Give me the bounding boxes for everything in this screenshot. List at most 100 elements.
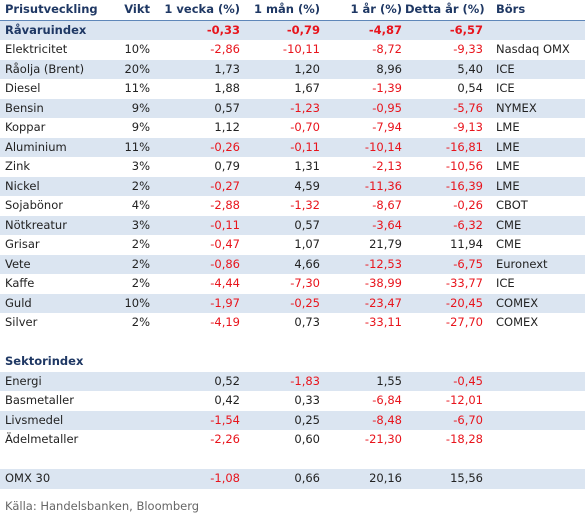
row-week: -0,47 [210,237,240,251]
row-ytd: -5,76 [453,100,483,115]
sector-row: Ädelmetaller -2,26 0,60 -21,30 -18,28 [0,430,585,450]
row-week: -2,26 [210,432,240,446]
row-month: 1,67 [294,81,320,95]
row-year: -38,99 [364,276,402,290]
row-weight: 11% [124,139,150,154]
row-weight: 2% [131,315,150,329]
row-weight: 3% [131,217,150,232]
source-note: Källa: Handelsbanken, Bloomberg [5,499,200,513]
row-name: Guld [5,295,32,310]
commodity-index-row: Råvaruindex -0,33 -0,79 -4,87 -6,57 [0,20,585,40]
row-month: 0,25 [294,412,320,427]
row-month: -0,79 [286,22,320,37]
row-week: 1,12 [214,120,240,134]
row-ytd: -12,01 [445,393,483,407]
row-month: 0,57 [294,217,320,232]
row-year: -10,14 [364,139,402,154]
row-ytd: -10,56 [445,159,483,173]
row-year: 8,96 [376,61,402,76]
row-month: 0,73 [294,315,320,329]
commodity-row: Nickel 2% -0,27 4,59 -11,36 -16,39 LME [0,176,585,196]
row-ytd: -9,33 [453,42,483,56]
row-year: -4,87 [368,22,402,37]
sector-row: Energi 0,52 -1,83 1,55 -0,45 [0,371,585,391]
row-year: -33,11 [364,315,402,329]
sector-row: Livsmedel -1,54 0,25 -8,48 -6,70 [0,410,585,430]
row-year: -3,64 [372,217,402,232]
table-header: Prisutveckling Vikt 1 vecka (%) 1 mån (%… [0,0,585,21]
row-weight: 9% [131,100,150,115]
row-name: Livsmedel [5,412,64,427]
row-year: -8,67 [372,198,402,212]
row-month: -1,23 [290,100,320,115]
header-ytd: Detta år (%) [405,2,485,16]
row-weight: 3% [131,159,150,173]
row-name: Grisar [5,237,40,251]
row-month: -1,32 [290,198,320,212]
row-week: 0,52 [214,373,240,388]
row-month: 1,07 [294,237,320,251]
row-exchange: CME [496,237,522,251]
header-name: Prisutveckling [5,2,98,16]
row-month: 1,31 [294,159,320,173]
omx-row: OMX 30 -1,08 0,66 20,16 15,56 [0,469,585,489]
row-week: -0,86 [210,256,240,271]
row-week: -0,26 [210,139,240,154]
row-name: Diesel [5,81,41,95]
row-year: -11,36 [364,178,402,193]
row-weight: 10% [124,295,150,310]
row-exchange: LME [496,178,520,193]
commodity-row: Aluminium 11% -0,26 -0,11 -10,14 -16,81 LME [0,137,585,157]
row-name: Aluminium [5,139,67,154]
row-ytd: -0,45 [453,373,483,388]
row-name: Råolja (Brent) [5,61,85,76]
commodity-row: Sojabönor 4% -2,88 -1,32 -8,67 -0,26 CBOT [0,196,585,216]
spacer-row [0,450,585,470]
row-weight: 2% [131,237,150,251]
commodity-row: Elektricitet 10% -2,86 -10,11 -8,72 -9,33 Nasd… [0,40,585,60]
row-ytd: -20,45 [445,295,483,310]
row-ytd: -0,26 [453,198,483,212]
row-year: -1,39 [372,81,402,95]
row-name: Kaffe [5,276,35,290]
row-ytd: -6,70 [453,412,483,427]
row-ytd: 15,56 [450,471,483,485]
row-year: -8,48 [372,412,402,427]
row-week: -2,86 [210,42,240,56]
row-week: -1,08 [210,471,240,485]
row-week: -4,44 [210,276,240,290]
row-weight: 2% [131,178,150,193]
price-table: Prisutveckling Vikt 1 vecka (%) 1 mån (%… [0,0,585,489]
row-exchange: CBOT [496,198,528,212]
row-month: -1,83 [290,373,320,388]
row-name: Zink [5,159,31,173]
row-weight: 2% [131,276,150,290]
commodity-row: Grisar 2% -0,47 1,07 21,79 11,94 CME [0,235,585,255]
row-year: -8,72 [372,42,402,56]
row-week: 1,88 [214,81,240,95]
row-month: 0,33 [294,393,320,407]
row-exchange: ICE [496,61,515,76]
header-month: 1 mån (%) [254,2,320,16]
header-weight: Vikt [124,2,150,16]
sector-title: Sektorindex [5,354,84,368]
row-ytd: 5,40 [457,61,483,76]
row-exchange: Nasdaq OMX [496,42,570,56]
row-exchange: CME [496,217,522,232]
row-ytd: 11,94 [450,237,483,251]
commodity-row: Kaffe 2% -4,44 -7,30 -38,99 -33,77 ICE [0,274,585,294]
row-week: 1,73 [214,61,240,76]
row-name: Nickel [5,178,40,193]
commodity-row: Koppar 9% 1,12 -0,70 -7,94 -9,13 LME [0,118,585,138]
row-week: -0,11 [210,217,240,232]
row-name: Vete [5,256,31,271]
row-ytd: 0,54 [457,81,483,95]
row-weight: 2% [131,256,150,271]
row-name: Basmetaller [5,393,74,407]
row-month: -0,25 [290,295,320,310]
row-ytd: -16,39 [445,178,483,193]
row-week: -4,19 [210,315,240,329]
row-year: -6,84 [372,393,402,407]
row-year: -12,53 [364,256,402,271]
row-name: Energi [5,373,42,388]
